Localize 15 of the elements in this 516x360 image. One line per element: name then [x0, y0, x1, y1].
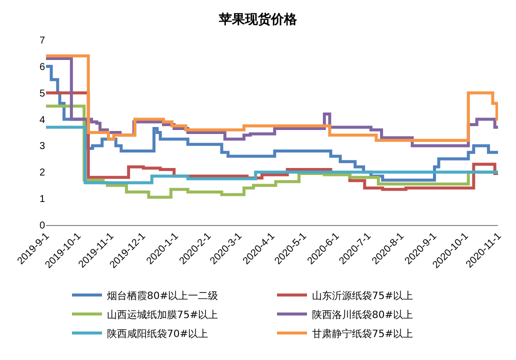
y-tick-label: 0: [39, 220, 46, 232]
y-tick-label: 1: [39, 194, 46, 206]
legend-label: 山西运城纸加膜75#以上: [107, 308, 218, 321]
legend-label: 山东沂源纸袋75#以上: [312, 290, 414, 302]
legend-label: 陕西咸阳纸袋70#以上: [107, 328, 208, 340]
y-tick-label: 3: [39, 141, 46, 152]
y-tick-label: 7: [39, 36, 46, 46]
legend-label: 甘肃静宁纸袋75#以上: [312, 328, 414, 340]
legend-label: 陕西洛川纸袋80#以上: [312, 308, 414, 321]
y-tick-label: 2: [39, 168, 46, 179]
y-tick-label: 5: [39, 88, 46, 100]
y-tick-label: 4: [39, 114, 46, 126]
y-tick-label: 6: [39, 62, 46, 73]
chart-title: 苹果现货价格: [218, 12, 298, 28]
legend-label: 烟台栖霞80#以上一二级: [107, 290, 218, 302]
